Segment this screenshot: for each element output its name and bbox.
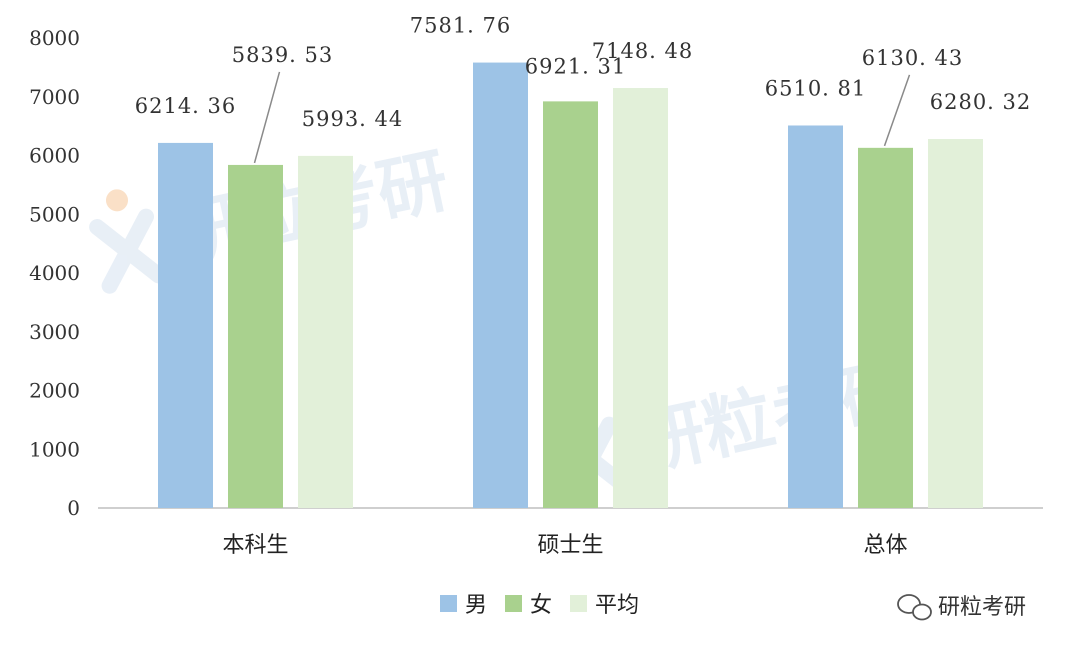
- y-tick-label: 5000: [29, 202, 80, 226]
- y-tick-label: 7000: [29, 85, 80, 109]
- x-axis-categories: 本科生 硕士生 总体: [222, 533, 907, 558]
- legend: 男 女 平均: [440, 593, 639, 618]
- x-category-label: 总体: [863, 533, 907, 558]
- data-label: 6510. 81: [765, 76, 867, 100]
- data-label: 5993. 44: [302, 107, 404, 131]
- data-label: 6280. 32: [930, 90, 1032, 114]
- bar: [473, 62, 528, 509]
- watermark-x-icon: [89, 208, 167, 294]
- bar: [858, 147, 913, 509]
- data-label: 6214. 36: [135, 94, 237, 118]
- legend-label: 女: [530, 593, 552, 618]
- y-tick-label: 2000: [29, 379, 80, 403]
- y-tick-label: 4000: [29, 261, 80, 285]
- wechat-bubble-small: [912, 603, 932, 621]
- data-label: 6130. 43: [862, 46, 964, 70]
- bar: [228, 164, 283, 508]
- leader-line: [253, 71, 281, 164]
- y-tick-label: 8000: [29, 26, 80, 50]
- bars-group: [158, 62, 983, 509]
- data-label: 7581. 76: [410, 14, 512, 38]
- y-tick-label: 1000: [29, 437, 80, 461]
- bar: [298, 155, 353, 508]
- legend-label: 平均: [595, 593, 639, 618]
- bar: [158, 142, 213, 508]
- y-tick-label: 0: [67, 496, 80, 520]
- data-label: 7148. 48: [592, 39, 694, 63]
- legend-label: 男: [465, 593, 487, 618]
- bar: [613, 88, 668, 509]
- y-tick-label: 6000: [29, 144, 80, 168]
- legend-swatch: [440, 595, 457, 612]
- data-label: 6921. 31: [525, 54, 627, 78]
- wechat-icon: [897, 594, 932, 621]
- x-category-label: 硕士生: [537, 533, 603, 558]
- watermark-dot: [106, 189, 129, 212]
- x-category-label: 本科生: [222, 533, 288, 558]
- y-axis: 0 1000 2000 3000 4000 5000 6000 7000 8000: [29, 26, 80, 520]
- account-name: 研粒考研: [938, 595, 1026, 620]
- data-labels-group: 6214. 36 5839. 53 5993. 44 7581. 76 6921. 31…: [135, 14, 1032, 131]
- bar: [928, 139, 983, 509]
- footer-account: 研粒考研: [897, 594, 1026, 621]
- bar: [543, 101, 598, 508]
- bar: [788, 125, 843, 508]
- legend-swatch: [505, 595, 522, 612]
- data-label: 5839. 53: [232, 43, 334, 67]
- y-tick-label: 3000: [29, 320, 80, 344]
- leader-lines-group: [253, 71, 911, 164]
- legend-swatch: [570, 595, 587, 612]
- leader-line: [883, 74, 911, 147]
